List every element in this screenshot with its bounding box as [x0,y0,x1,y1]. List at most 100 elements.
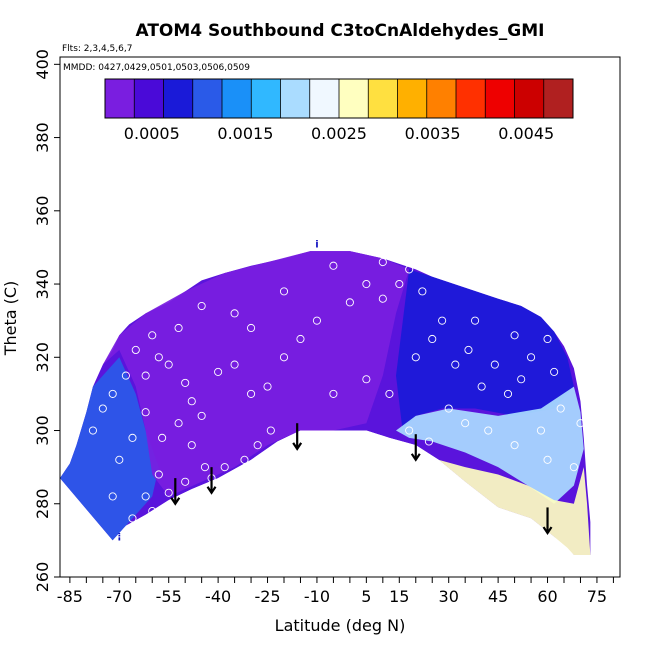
y-tick-label: 260 [33,562,52,593]
observation-point [517,375,526,384]
observation-points [88,258,585,545]
colorbar-swatch [309,79,340,118]
arrow-marker [292,423,303,451]
observation-point [115,455,124,464]
observation-point [158,433,167,442]
observation-point [385,389,394,398]
observation-point [543,334,552,344]
colorbar-swatch [368,79,398,118]
colorbar-swatch [134,79,164,118]
observation-point [405,426,414,435]
plot-frame [59,56,621,578]
observation-point [395,279,404,289]
observation-point [88,426,97,435]
colorbar-swatch [397,79,428,118]
observation-point [131,525,140,534]
x-tick-label: -40 [205,587,231,606]
field-region-north-bottom [438,459,591,556]
observation-point [279,353,289,362]
observation-point [296,334,305,344]
colorbar-swatch [543,79,574,118]
observation-point [569,463,578,472]
observation-point [263,382,272,391]
observation-point [174,419,183,428]
x-axis-label: Latitude (deg N) [275,616,406,635]
observation-point [214,367,223,376]
x-tick-label: -55 [156,587,182,606]
colorbar-swatch [222,79,252,118]
observation-point [181,378,190,387]
observation-point [378,258,387,267]
observation-point [362,279,371,289]
colorbar-swatch [163,79,194,118]
colorbar-swatch [456,79,486,118]
colorbar-swatch [339,79,369,118]
observation-point [154,470,163,479]
observation-point [329,389,338,398]
x-tick-label: 45 [488,587,508,606]
observation-point [576,419,585,428]
observation-point [444,404,453,413]
colorbar-swatch [514,79,545,118]
observation-point [148,331,157,340]
observation-point [128,514,137,523]
field-lower-mask [112,430,620,577]
colorbar-swatch [251,79,281,118]
field-region-south-lower [60,357,159,541]
observation-point [164,488,173,497]
observation-point [247,323,256,333]
observation-point [131,345,140,355]
observation-point [550,367,559,376]
observation-point [187,441,196,450]
x-tick-label: 30 [439,587,459,606]
y-axis: 260 280 300 320 340 360 380 400 [33,49,60,592]
observation-point [279,287,289,296]
arrow-marker [206,467,217,495]
observation-point [108,389,117,398]
heatmap-field: ii [60,239,620,577]
station-marker: i [118,532,121,543]
field-region-north-lower [396,386,584,504]
y-tick-label: 340 [33,269,52,300]
x-tick-label: 15 [389,587,409,606]
colorbar-tick-label: 0.0005 [124,124,180,143]
observation-point [378,294,387,303]
arrow-marker [542,507,553,536]
x-tick-label: 75 [587,587,607,606]
y-tick-label: 300 [33,415,52,446]
colorbar-tick-label: 0.0025 [311,124,367,143]
station-marker: i [315,239,318,250]
x-tick-label: -85 [57,587,83,606]
y-tick-label: 320 [33,342,52,373]
observation-point [220,463,229,472]
colorbar-tick-label: 0.0035 [405,124,461,143]
observation-point [197,411,206,420]
observation-point [154,353,163,362]
colorbar-swatch [485,79,515,118]
observation-point [362,375,371,384]
field-region-north-upper [396,269,574,431]
y-tick-label: 380 [33,122,52,153]
arrow-marker [410,434,421,462]
observation-point [536,426,545,435]
chart-title: ATOM4 Southbound C3toCnAldehydes_GMI [135,21,544,41]
y-axis-label: Theta (C) [1,281,20,357]
x-tick-label: -10 [304,587,330,606]
y-tick-label: 280 [33,488,52,519]
observation-point [164,360,173,369]
observation-point [471,316,480,325]
colorbar-frame [104,78,574,119]
observation-point [345,298,354,307]
observation-point [510,331,519,340]
observation-point [451,360,460,369]
observation-point [438,316,447,325]
observation-point [128,433,137,442]
x-tick-label: 60 [537,587,557,606]
observation-point [230,309,239,318]
observation-point [148,507,157,516]
x-tick-label: -25 [254,587,280,606]
y-tick-label: 360 [33,196,52,227]
observation-point [197,301,206,311]
observation-point [200,463,209,472]
